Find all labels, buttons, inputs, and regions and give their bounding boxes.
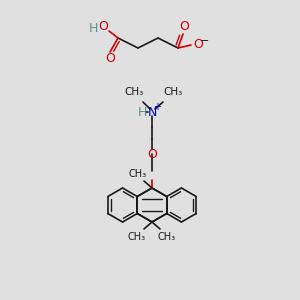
- Text: O: O: [179, 20, 189, 34]
- Text: O: O: [147, 148, 157, 160]
- Text: +: +: [153, 102, 161, 112]
- Text: CH₃: CH₃: [158, 232, 176, 242]
- Text: O: O: [98, 20, 108, 34]
- Text: CH₃: CH₃: [124, 87, 144, 97]
- Text: CH₃: CH₃: [128, 232, 146, 242]
- Text: H: H: [137, 106, 147, 119]
- Text: H: H: [88, 22, 98, 34]
- Text: O: O: [193, 38, 203, 52]
- Text: −: −: [200, 36, 210, 46]
- Text: N: N: [147, 106, 157, 118]
- Text: CH₃: CH₃: [129, 169, 147, 179]
- Text: O: O: [105, 52, 115, 65]
- Text: CH₃: CH₃: [164, 87, 183, 97]
